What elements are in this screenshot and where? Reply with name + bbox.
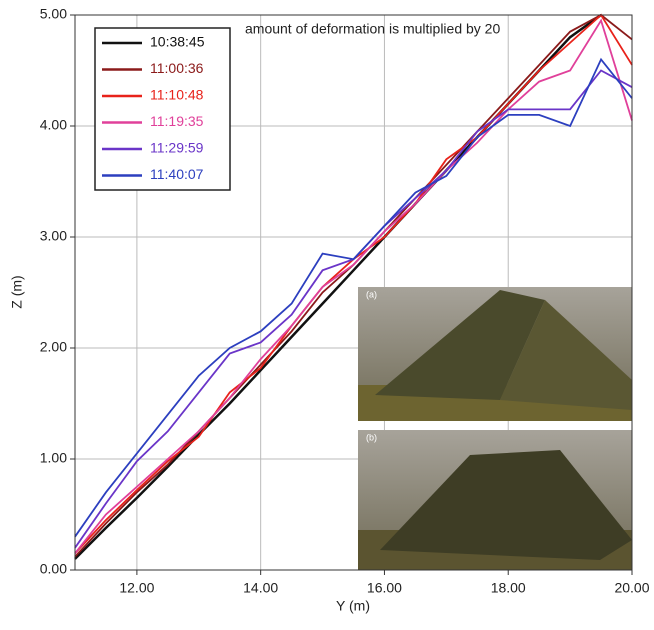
photo-label: (a) xyxy=(366,289,377,299)
photo-a-side xyxy=(500,300,632,410)
plot-frame xyxy=(74,14,633,571)
legend-label: 10:38:45 xyxy=(150,34,205,50)
y-tick-label: 4.00 xyxy=(40,117,67,133)
x-tick-label: 18.00 xyxy=(491,580,526,596)
photo-label: (b) xyxy=(366,432,377,442)
legend-label: 11:40:07 xyxy=(150,166,204,182)
x-axis-label: Y (m) xyxy=(336,598,370,614)
series-line xyxy=(74,57,633,538)
x-tick-label: 20.00 xyxy=(614,580,649,596)
legend-box xyxy=(94,27,231,191)
y-tick-label: 0.00 xyxy=(40,561,67,577)
photo-a-slope xyxy=(375,290,545,400)
photos: (a) (b) xyxy=(358,287,632,570)
legend-label: 11:29:59 xyxy=(150,140,204,156)
legend-label: 11:10:48 xyxy=(150,87,204,103)
y-tick-label: 3.00 xyxy=(40,228,67,244)
x-tick-label: 14.00 xyxy=(243,580,278,596)
y-tick-label: 5.00 xyxy=(40,6,67,22)
y-tick-label: 1.00 xyxy=(40,450,67,466)
annotation: amount of deformation is multiplied by 2… xyxy=(245,21,500,37)
series-line xyxy=(74,18,633,554)
x-tick-label: 16.00 xyxy=(367,580,402,596)
photo-b-pile xyxy=(380,450,632,560)
legend-label: 11:19:35 xyxy=(150,113,204,129)
y-tick-label: 2.00 xyxy=(40,339,67,355)
x-tick-label: 12.00 xyxy=(119,580,154,596)
legend: 10:38:45 11:00:36 11:10:48 11:19:35 11:29:59… xyxy=(94,27,231,191)
lines xyxy=(74,13,633,560)
legend-label: 11:00:36 xyxy=(150,60,204,76)
y-axis-label: Z (m) xyxy=(9,275,25,308)
